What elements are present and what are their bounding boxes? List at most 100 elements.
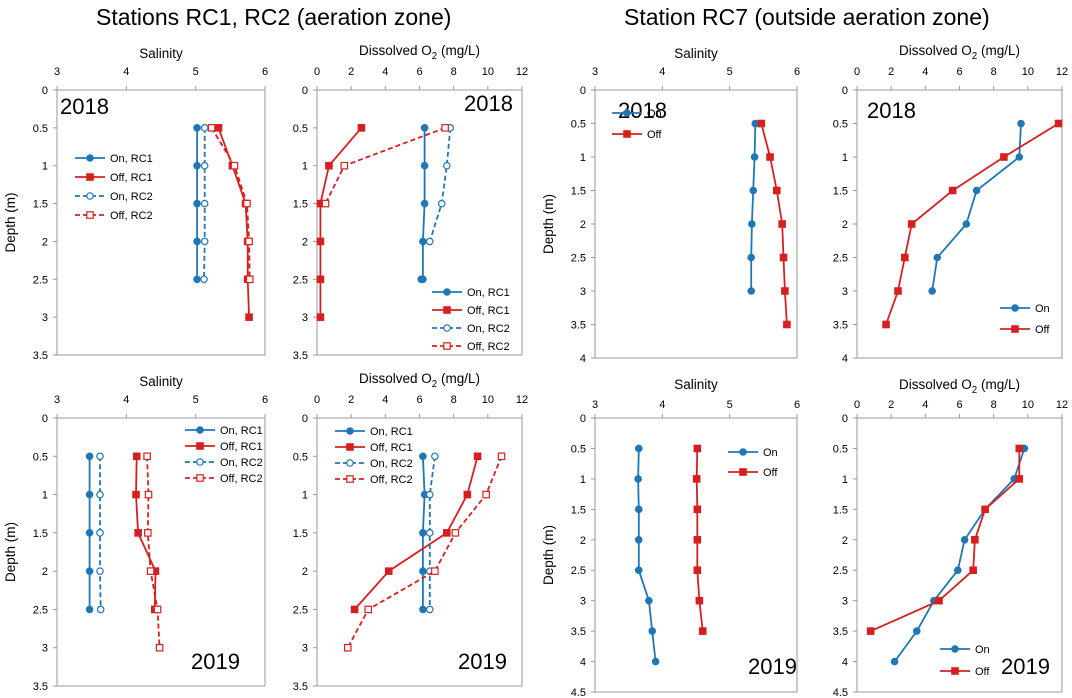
data-point bbox=[384, 567, 393, 575]
data-point bbox=[894, 287, 902, 295]
x-tick-label: 6 bbox=[956, 66, 962, 78]
y-tick-label: 3.5 bbox=[833, 320, 848, 332]
legend-label: Off bbox=[1035, 324, 1050, 336]
legend-label: Off, RC1 bbox=[110, 172, 153, 184]
chart-panel: 3 4 5 6 0 0.5 1 1.5 2 2.5 3 3.5 4 4.5 Salinity Depth (m… bbox=[541, 377, 800, 698]
y-tick-label: 2.5 bbox=[293, 604, 308, 616]
chart-panel: 0 2 4 6 8 10 12 0 0.5 1 1.5 2 2.5 3 3.5 Dissolved O2 (m… bbox=[293, 371, 528, 693]
data-point bbox=[778, 220, 786, 228]
data-point bbox=[890, 657, 899, 666]
data-point bbox=[207, 124, 216, 132]
data-point bbox=[132, 452, 141, 461]
y-tick-label: 2.5 bbox=[33, 274, 48, 286]
x-tick-label: 4 bbox=[382, 66, 388, 78]
y-tick-label: 0 bbox=[580, 85, 586, 97]
y-tick-label: 3 bbox=[302, 643, 308, 655]
data-point bbox=[321, 199, 330, 208]
data-point bbox=[960, 535, 969, 544]
year-label: 2019 bbox=[748, 654, 797, 679]
x-tick-label: 2 bbox=[888, 399, 894, 411]
legend-label: Off, RC1 bbox=[370, 442, 413, 454]
data-point bbox=[1000, 153, 1008, 161]
data-point bbox=[155, 643, 164, 652]
y-tick-label: 2 bbox=[580, 219, 586, 231]
data-point bbox=[443, 529, 451, 537]
data-point bbox=[200, 275, 208, 284]
legend-label: On bbox=[647, 108, 662, 120]
data-point bbox=[419, 452, 427, 461]
legend-marker bbox=[196, 442, 204, 450]
y-tick-label: 1 bbox=[302, 161, 308, 173]
x-tick-label: 8 bbox=[991, 66, 997, 78]
y-tick-label: 3 bbox=[842, 286, 848, 298]
y-tick-label: 4 bbox=[580, 353, 586, 365]
data-point bbox=[693, 566, 702, 575]
data-point bbox=[933, 253, 942, 262]
legend-label: Off bbox=[647, 129, 662, 141]
y-tick-label: 2 bbox=[302, 566, 308, 578]
data-point bbox=[948, 186, 957, 195]
data-point bbox=[1054, 119, 1063, 128]
title-outside-aeration-zone: Station RC7 (outside aeration zone) bbox=[624, 4, 990, 30]
legend-marker bbox=[623, 109, 631, 117]
data-point bbox=[928, 287, 936, 295]
data-point bbox=[193, 275, 201, 284]
x-axis-label: Dissolved O2 (mg/L) bbox=[359, 43, 480, 62]
x-tick-label: 8 bbox=[991, 399, 997, 411]
x-tick-label: 8 bbox=[451, 66, 457, 78]
data-point bbox=[443, 161, 451, 170]
data-point bbox=[420, 199, 429, 208]
y-axis-label: Depth (m) bbox=[541, 525, 556, 585]
data-point bbox=[193, 237, 201, 246]
year-label: 2018 bbox=[60, 94, 109, 119]
data-point bbox=[343, 643, 352, 652]
data-point bbox=[981, 505, 989, 514]
y-tick-label: 3.5 bbox=[293, 350, 308, 362]
data-point bbox=[441, 124, 449, 132]
data-point bbox=[85, 567, 94, 575]
data-point bbox=[143, 452, 151, 461]
x-axis-label: Salinity bbox=[139, 46, 183, 61]
x-tick-label: 4 bbox=[382, 394, 388, 406]
data-point bbox=[144, 529, 152, 537]
x-tick-label: 4 bbox=[123, 394, 129, 406]
y-tick-label: 0.5 bbox=[833, 119, 848, 131]
x-tick-label: 3 bbox=[592, 399, 598, 411]
legend-marker bbox=[346, 459, 354, 467]
data-point bbox=[96, 567, 104, 575]
x-tick-label: 12 bbox=[1056, 66, 1068, 78]
series-line bbox=[637, 448, 657, 662]
chart-panel: 0 2 4 6 8 10 12 0 0.5 1 1.5 2 2.5 3 3.5 4 Dissolved O2 (… bbox=[833, 43, 1068, 365]
data-point bbox=[437, 199, 446, 208]
legend-marker bbox=[346, 475, 354, 483]
legend-label: On, RC2 bbox=[467, 323, 510, 335]
data-point bbox=[193, 161, 201, 170]
legend-label: On, RC1 bbox=[370, 426, 413, 438]
data-point bbox=[750, 153, 759, 161]
data-point bbox=[1015, 153, 1024, 161]
data-point bbox=[243, 199, 251, 208]
data-point bbox=[425, 605, 434, 614]
y-tick-label: 2.5 bbox=[571, 253, 586, 265]
x-tick-label: 3 bbox=[592, 66, 598, 78]
y-tick-label: 1.5 bbox=[571, 504, 586, 516]
data-point bbox=[425, 529, 434, 537]
series-line bbox=[893, 448, 1026, 663]
y-tick-label: 3 bbox=[580, 286, 586, 298]
x-tick-label: 5 bbox=[727, 66, 733, 78]
series-line bbox=[428, 127, 452, 242]
x-axis-label: Salinity bbox=[139, 374, 183, 389]
data-point bbox=[972, 186, 981, 195]
x-tick-label: 4 bbox=[659, 399, 665, 411]
x-tick-label: 0 bbox=[854, 399, 860, 411]
data-point bbox=[748, 220, 756, 228]
legend-marker bbox=[443, 288, 451, 296]
data-point bbox=[953, 566, 962, 575]
legend-label: Off, RC2 bbox=[220, 473, 263, 485]
data-point bbox=[451, 529, 460, 537]
data-point bbox=[645, 596, 653, 605]
y-tick-label: 0 bbox=[842, 85, 848, 97]
data-point bbox=[96, 490, 104, 499]
data-point bbox=[419, 529, 427, 537]
